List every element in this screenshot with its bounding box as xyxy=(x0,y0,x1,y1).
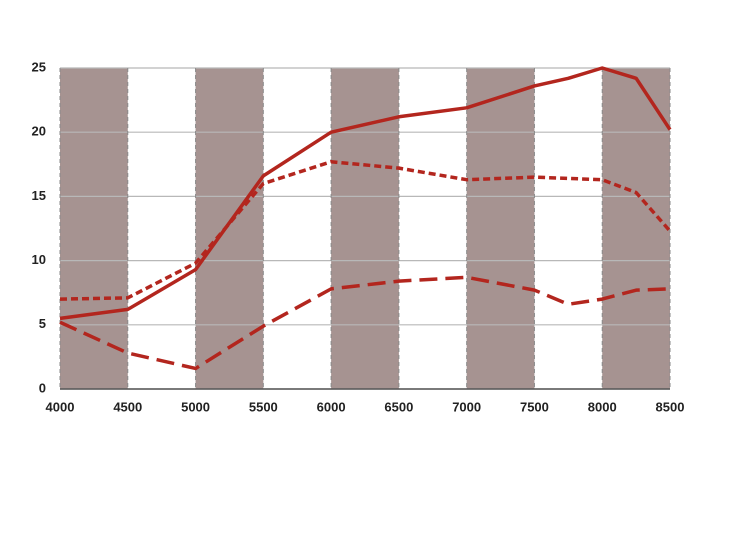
band xyxy=(331,68,399,389)
y-tick-label: 25 xyxy=(32,59,46,74)
x-tick-label: 5000 xyxy=(181,399,210,414)
y-tick-label: 15 xyxy=(32,188,46,203)
y-tick-label: 20 xyxy=(32,124,46,139)
x-tick-label: 4000 xyxy=(46,399,75,414)
x-tick-label: 8500 xyxy=(656,399,685,414)
x-tick-label: 7000 xyxy=(452,399,481,414)
x-tick-label: 6500 xyxy=(384,399,413,414)
y-tick-label: 5 xyxy=(39,316,46,331)
x-tick-label: 4500 xyxy=(113,399,142,414)
y-tick-label: 0 xyxy=(39,380,46,395)
line xyxy=(59,159,672,301)
line xyxy=(59,66,672,321)
band xyxy=(602,68,670,389)
band xyxy=(195,68,264,389)
band xyxy=(60,68,128,389)
x-tick-label: 8000 xyxy=(588,399,617,414)
y-tick-label: 10 xyxy=(32,252,46,267)
x-tick-label: 5500 xyxy=(249,399,278,414)
x-tick-label: 6000 xyxy=(317,399,346,414)
line xyxy=(59,275,671,371)
x-tick-label: 7500 xyxy=(520,399,549,414)
band xyxy=(466,68,535,389)
